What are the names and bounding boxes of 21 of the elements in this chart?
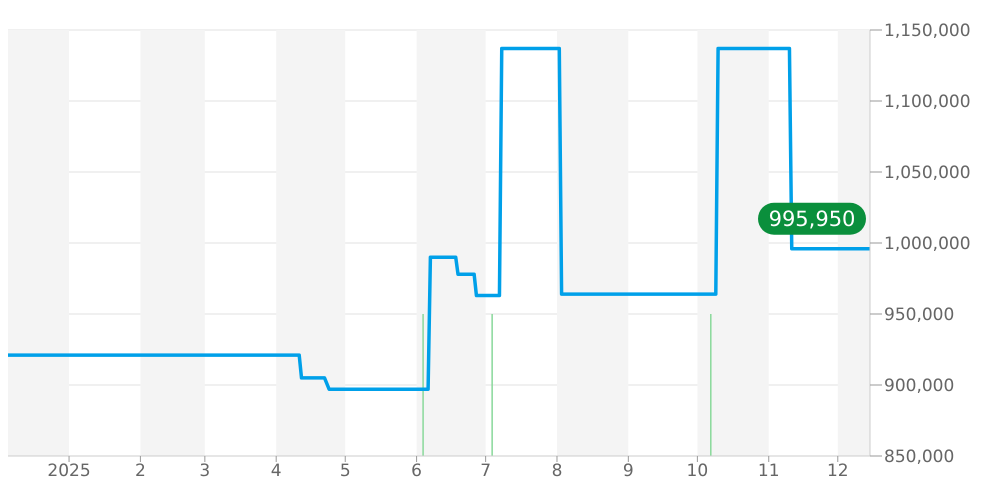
annotation: 995,950 [768,206,856,231]
x-tick-label: 7 [480,461,492,482]
x-tick-label: 11 [758,461,780,482]
x-tick-label: 4 [270,461,282,482]
x-tick-label: 10 [686,461,708,482]
y-tick-label: 1,100,000 [884,92,971,112]
x-tick-label: 6 [411,461,422,482]
x-tick-label: 2 [134,461,146,482]
price-tag: 995,950 [758,202,866,235]
y-tick-label: 850,000 [884,447,954,468]
y-tick-label: 1,150,000 [884,21,971,42]
y-tick-label: 1,050,000 [884,163,971,184]
x-tick-label: 8 [552,461,562,482]
x-tick-label: 2025 [47,461,91,482]
x-tick-label: 3 [199,461,210,482]
y-tick-label: 1,000,000 [884,234,971,254]
y-tick-label: 900,000 [884,376,954,396]
x-tick-label: 12 [826,461,849,482]
x-tick-label: 5 [340,461,351,482]
x-tick-label: 9 [622,461,634,482]
y-tick-label: 950,000 [884,305,954,326]
